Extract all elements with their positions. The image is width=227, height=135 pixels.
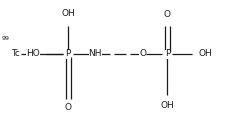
Text: OH: OH — [199, 50, 213, 58]
Text: P: P — [66, 50, 71, 58]
Text: O: O — [65, 104, 72, 112]
Text: OH: OH — [160, 101, 174, 110]
Text: HO: HO — [26, 50, 40, 58]
Text: NH: NH — [89, 50, 102, 58]
Text: OH: OH — [61, 9, 75, 18]
Text: P: P — [165, 50, 170, 58]
Text: O: O — [164, 10, 171, 19]
Text: O: O — [139, 50, 146, 58]
Text: Tc: Tc — [11, 50, 20, 58]
Text: 99: 99 — [2, 36, 10, 41]
